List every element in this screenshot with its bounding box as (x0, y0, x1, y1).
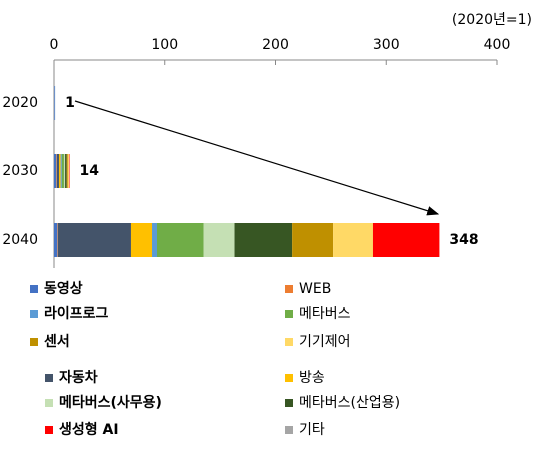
legend-swatch (285, 285, 293, 293)
legend-label: 기타 (299, 422, 325, 438)
legend-label: 자동차 (59, 370, 98, 386)
y-tick-label: 2020 (2, 95, 38, 111)
total-label: 348 (449, 232, 478, 248)
legend-label: 방송 (299, 370, 325, 386)
legend-label: 라이프로그 (44, 305, 109, 322)
x-tick-label: 100 (151, 37, 178, 53)
legend-swatch (30, 338, 38, 346)
legend-swatch (45, 399, 53, 407)
legend-swatch (285, 426, 293, 434)
legend-swatch (45, 374, 53, 382)
y-tick-label: 2040 (2, 232, 38, 248)
legend-label: WEB (299, 281, 331, 297)
legend-label: 센서 (44, 334, 70, 350)
legend-label: 생성형 AI (59, 421, 119, 438)
bar-segment (61, 154, 64, 188)
legend-label: 메타버스(사무용) (59, 394, 162, 411)
bar-segment (203, 223, 235, 257)
bar-segment (292, 223, 334, 257)
bar-segment (54, 223, 58, 257)
bar-segment (130, 223, 153, 257)
bar-segment (60, 154, 62, 188)
bar-segment (65, 154, 67, 188)
x-tick-label: 200 (262, 37, 289, 53)
trend-arrow (74, 100, 440, 216)
x-tick-label: 300 (373, 37, 400, 53)
bar-segment (68, 154, 70, 188)
legend-swatch (285, 374, 293, 382)
x-tick-label: 0 (50, 37, 59, 53)
legend-swatch (285, 338, 293, 346)
x-tick-label: 400 (484, 37, 511, 53)
unit-note: (2020년=1) (452, 12, 532, 28)
bar-segment (156, 223, 204, 257)
bar-segment (56, 154, 59, 188)
bar-segment (58, 154, 61, 188)
legend-label: 기기제어 (299, 334, 351, 350)
bar-segment (67, 154, 69, 188)
bar-segment (63, 154, 66, 188)
bar-segment (54, 154, 57, 188)
legend-swatch (285, 310, 293, 318)
total-label: 14 (80, 163, 100, 179)
bar-segment (54, 86, 55, 120)
bar-segment (152, 223, 157, 257)
legend-label: 동영상 (44, 280, 83, 297)
legend-swatch (30, 285, 38, 293)
bar-segment (57, 223, 131, 257)
bar-segment (234, 223, 293, 257)
legend-label: 메타버스(산업용) (299, 395, 400, 411)
legend-swatch (45, 426, 53, 434)
bar-segment (56, 154, 57, 188)
bar-segment (372, 223, 440, 257)
legend-swatch (285, 399, 293, 407)
total-label: 1 (65, 95, 75, 111)
bar-segment (57, 223, 58, 257)
legend-swatch (30, 310, 38, 318)
bar-segment (66, 154, 68, 188)
y-tick-label: 2030 (2, 163, 38, 179)
legend-label: 메타버스 (299, 306, 351, 322)
bar-segment (333, 223, 373, 257)
